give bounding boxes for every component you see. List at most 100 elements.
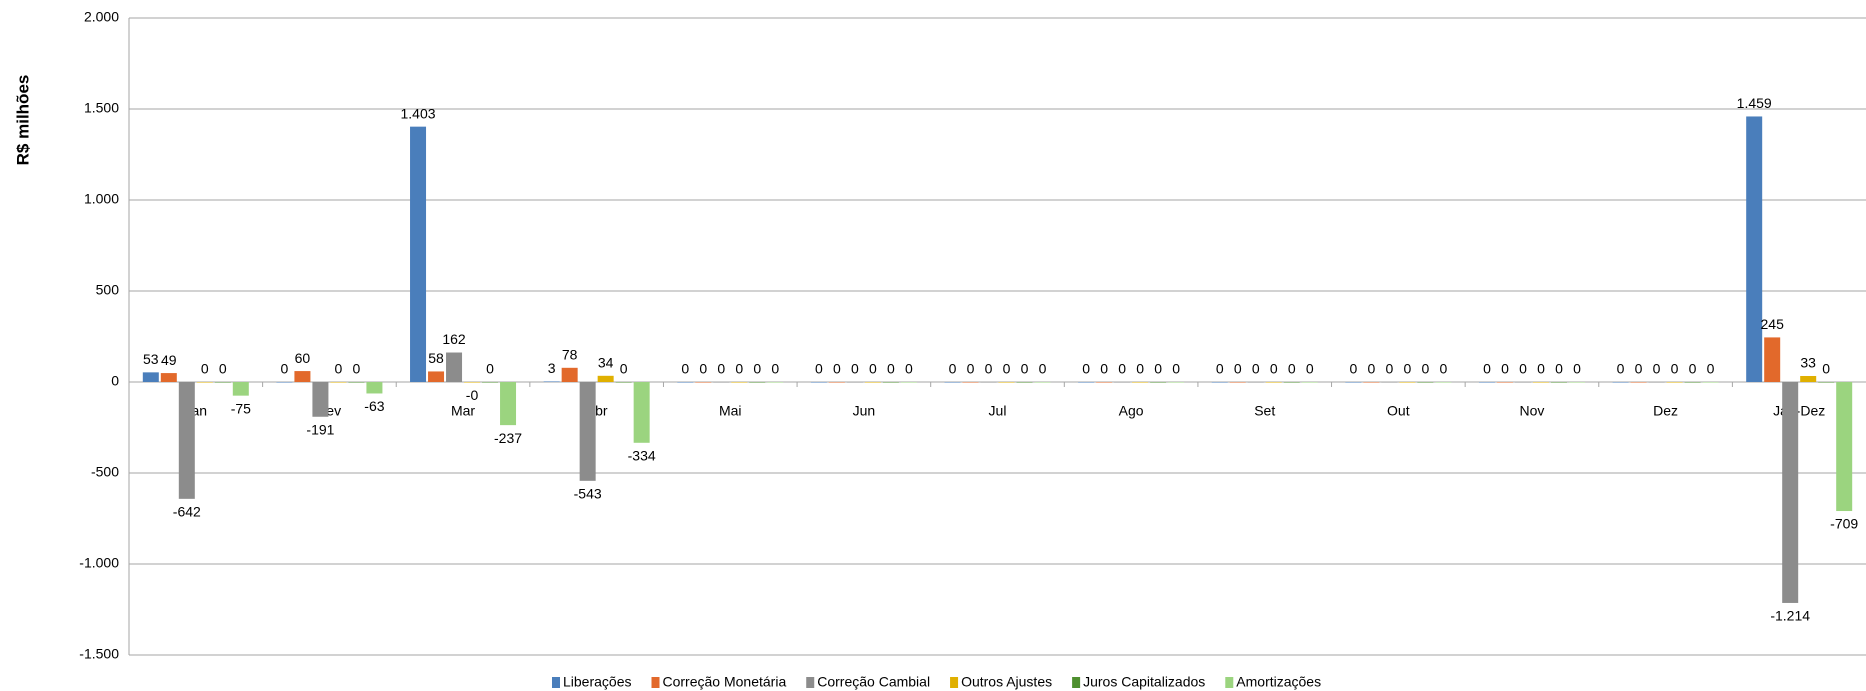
bar (1782, 382, 1799, 603)
data-label: 0 (1822, 361, 1830, 377)
data-label: -63 (364, 398, 384, 414)
bar (348, 382, 365, 383)
bar (142, 372, 159, 382)
data-label: 0 (281, 361, 289, 377)
bar (1229, 382, 1246, 383)
bar (882, 382, 899, 383)
bar (294, 371, 311, 382)
bar (1550, 382, 1567, 383)
bar (1800, 375, 1817, 382)
data-label: 0 (1421, 361, 1429, 377)
data-label: 0 (201, 361, 209, 377)
data-label: 0 (1349, 361, 1357, 377)
bar (1612, 382, 1629, 383)
bar (1211, 382, 1228, 383)
data-label: 0 (1519, 361, 1527, 377)
data-label: 60 (295, 350, 311, 366)
data-label: -1.214 (1770, 608, 1810, 624)
bar (500, 382, 517, 426)
x-tick-label: Out (1387, 403, 1410, 419)
bar (1283, 382, 1300, 383)
y-tick-label: -500 (91, 464, 119, 480)
data-label: 0 (735, 361, 743, 377)
bar (1648, 382, 1665, 383)
data-label: 0 (335, 361, 343, 377)
bar (1630, 382, 1647, 383)
data-label: 0 (1154, 361, 1162, 377)
x-tick-label: Jun (853, 403, 876, 419)
bar (1568, 382, 1585, 383)
data-label: 0 (486, 361, 494, 377)
data-label: 0 (887, 361, 895, 377)
bar (276, 382, 293, 383)
bar (543, 381, 560, 382)
data-label: 33 (1800, 355, 1816, 371)
legend-label: Correção Cambial (817, 674, 930, 690)
bar (767, 382, 784, 383)
y-tick-label: 1.500 (84, 100, 119, 116)
bar (1381, 382, 1398, 383)
bar (846, 382, 863, 383)
data-label: 0 (1082, 361, 1090, 377)
data-label: 0 (815, 361, 823, 377)
bar (214, 382, 231, 383)
data-label: 1.403 (401, 105, 436, 121)
bar (1265, 382, 1282, 383)
bar (330, 382, 347, 383)
data-label: 0 (1306, 361, 1314, 377)
bar (1746, 116, 1763, 382)
data-label: 0 (1501, 361, 1509, 377)
bar (633, 382, 650, 443)
legend-swatch (806, 677, 815, 688)
data-label: -543 (574, 486, 602, 502)
data-label: 53 (143, 351, 159, 367)
legend-label: Amortizações (1236, 674, 1321, 690)
bar (1435, 382, 1452, 383)
x-tick-label: Jul (989, 403, 1007, 419)
data-label: 0 (851, 361, 859, 377)
bar (998, 382, 1015, 383)
bar (312, 382, 329, 417)
y-tick-label: 2.000 (84, 9, 119, 25)
bar (1016, 382, 1033, 383)
legend-swatch (552, 677, 560, 688)
data-label: 0 (1617, 361, 1625, 377)
data-label: -709 (1830, 516, 1858, 532)
x-tick-label: Set (1254, 403, 1275, 419)
x-tick-label: Mar (451, 403, 475, 419)
y-tick-label: 1.000 (84, 191, 119, 207)
data-label: 0 (985, 361, 993, 377)
bar (731, 382, 748, 383)
y-tick-label: -1.500 (79, 646, 119, 662)
legend-label: Correção Monetária (663, 674, 787, 690)
bar (597, 375, 614, 382)
bar (1114, 382, 1131, 383)
bar (962, 382, 979, 383)
bar (1417, 382, 1434, 383)
bar (1363, 382, 1380, 383)
bar (713, 382, 730, 383)
bar (561, 367, 578, 382)
data-label: 0 (1100, 361, 1108, 377)
data-label: 0 (905, 361, 913, 377)
bar (695, 382, 712, 383)
bar (677, 382, 694, 383)
data-label: 0 (1234, 361, 1242, 377)
data-label: 245 (1761, 316, 1785, 332)
bar (1836, 382, 1853, 512)
y-tick-label: -1.000 (79, 555, 119, 571)
data-label: -642 (173, 504, 201, 520)
legend-swatch (950, 677, 959, 688)
legend-label: Outros Ajustes (961, 674, 1052, 690)
bar (482, 382, 499, 383)
data-label: 0 (699, 361, 707, 377)
data-label: 58 (428, 350, 444, 366)
data-label: 0 (1021, 361, 1029, 377)
bar (1514, 382, 1531, 383)
data-label: -334 (628, 447, 656, 463)
y-tick-label: 0 (111, 373, 119, 389)
bar (810, 382, 827, 383)
bar (178, 382, 195, 499)
bar (749, 382, 766, 383)
bar (864, 382, 881, 383)
